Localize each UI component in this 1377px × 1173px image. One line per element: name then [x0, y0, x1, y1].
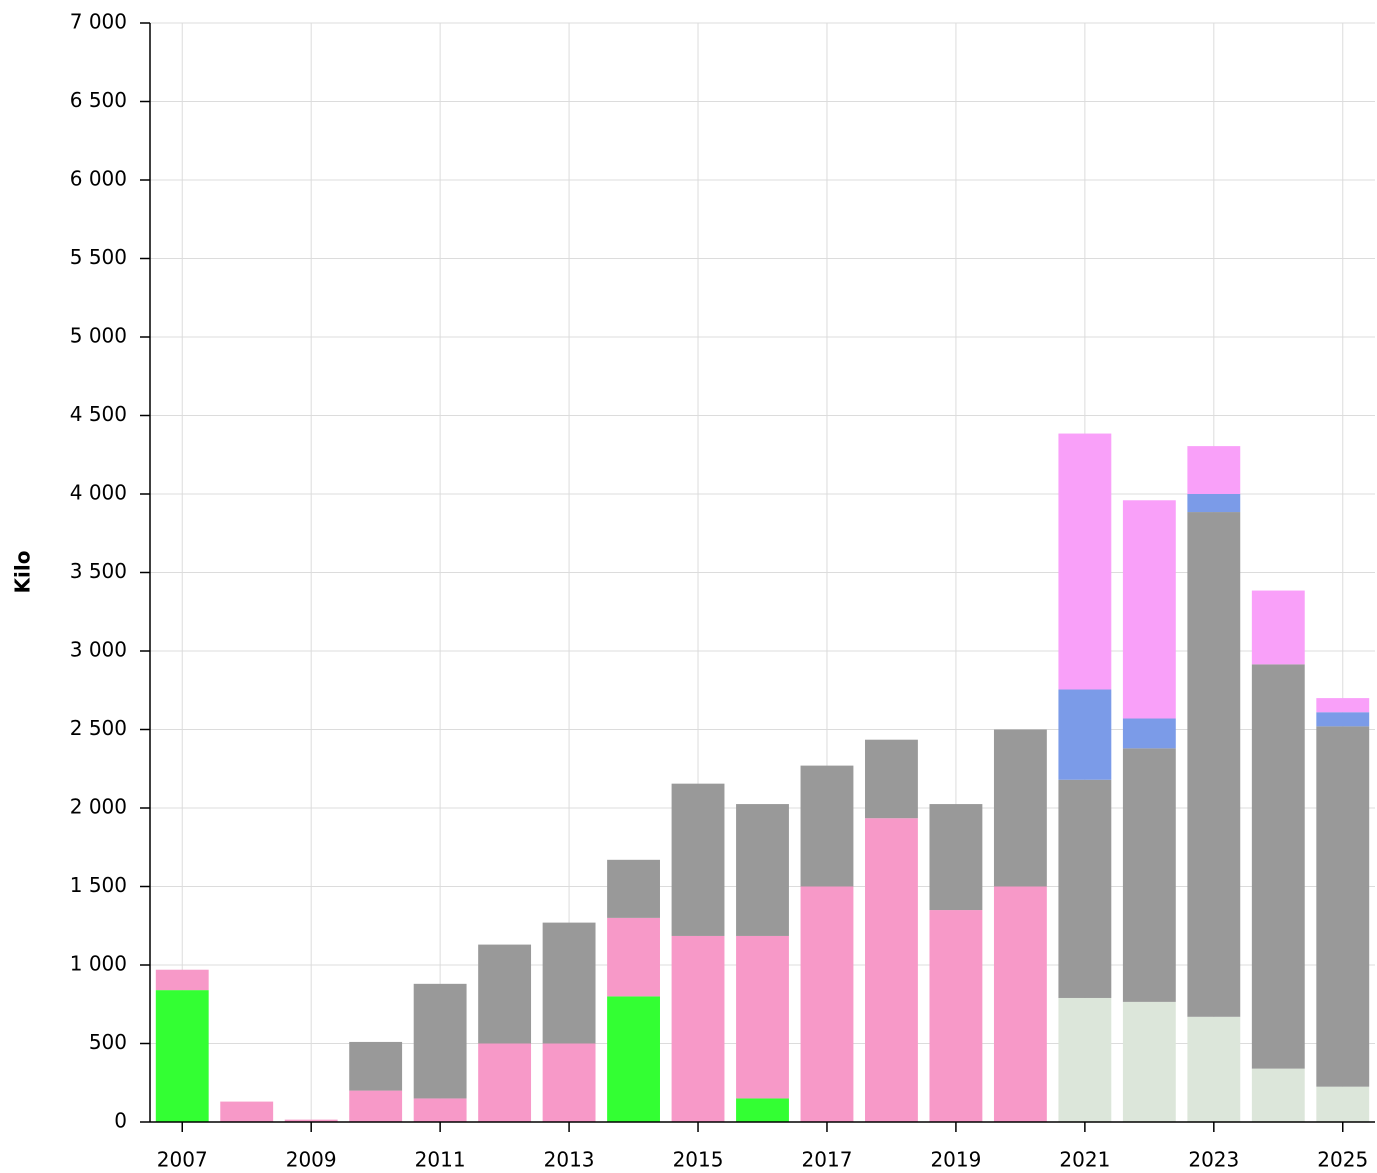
bar-segment — [349, 1090, 403, 1122]
bar-segment — [1122, 748, 1176, 1002]
bar-segment — [284, 1119, 338, 1122]
bar-segment — [1316, 698, 1370, 713]
bar-segment — [736, 804, 789, 936]
x-tick-label: 2021 — [1059, 1148, 1110, 1172]
bar-segment — [220, 1101, 274, 1122]
y-tick-label: 4 000 — [70, 481, 127, 505]
bar-segment — [993, 886, 1047, 1122]
bar-segment — [1251, 664, 1305, 1069]
y-axis-label: Kilo — [11, 551, 35, 594]
bar-segment — [478, 1043, 532, 1122]
y-tick-label: 6 000 — [70, 167, 127, 191]
bar-segment — [1187, 1016, 1241, 1122]
y-tick-label: 2 500 — [70, 716, 127, 740]
bar-segment — [865, 818, 918, 1122]
x-tick-label: 2009 — [286, 1148, 337, 1172]
bar-segment — [929, 910, 983, 1122]
bar-segment — [1251, 1068, 1305, 1122]
y-tick-label: 7 000 — [70, 10, 127, 34]
bar-segment — [1187, 512, 1241, 1017]
bar-segment — [413, 1098, 467, 1122]
y-tick-label: 0 — [114, 1109, 127, 1133]
bar-segment — [1251, 590, 1305, 665]
y-tick-label: 3 000 — [70, 638, 127, 662]
bar-segment — [155, 990, 209, 1122]
bar-segment — [1316, 726, 1370, 1087]
x-tick-label: 2025 — [1317, 1148, 1368, 1172]
bar-segment — [607, 917, 660, 997]
bar-segment — [607, 859, 660, 918]
bar-segment — [1058, 779, 1112, 998]
y-tick-label: 4 500 — [70, 402, 127, 426]
x-tick-label: 2007 — [157, 1148, 208, 1172]
bar-segment — [736, 1098, 789, 1122]
bar-segment — [413, 983, 467, 1099]
bar-segment — [1122, 1001, 1176, 1122]
y-tick-label: 500 — [89, 1030, 127, 1054]
x-tick-label: 2017 — [802, 1148, 853, 1172]
bar-segment — [800, 886, 854, 1122]
y-tick-label: 2 000 — [70, 795, 127, 819]
y-tick-label: 3 500 — [70, 559, 127, 583]
bar-segment — [736, 935, 789, 1099]
bar-segment — [929, 804, 983, 911]
bar-segment — [607, 996, 660, 1122]
bar-segment — [671, 935, 725, 1122]
x-tick-label: 2019 — [930, 1148, 981, 1172]
bar-segment — [1058, 997, 1112, 1122]
bar-segment — [542, 1043, 596, 1122]
bar-segment — [993, 729, 1047, 887]
bar-segment — [1058, 433, 1112, 690]
y-tick-label: 1 500 — [70, 873, 127, 897]
x-tick-label: 2015 — [673, 1148, 724, 1172]
y-tick-label: 1 000 — [70, 952, 127, 976]
bar-segment — [800, 765, 854, 887]
bar-segment — [1316, 1086, 1370, 1122]
y-tick-label: 5 000 — [70, 324, 127, 348]
y-tick-label: 6 500 — [70, 88, 127, 112]
bar-segment — [865, 739, 918, 819]
bar-segment — [349, 1041, 403, 1091]
bar-segment — [1187, 494, 1241, 513]
x-tick-label: 2023 — [1188, 1148, 1239, 1172]
bar-segment — [1122, 500, 1176, 719]
x-tick-label: 2013 — [544, 1148, 595, 1172]
bar-segment — [1058, 689, 1112, 780]
bar-segment — [1187, 446, 1241, 494]
bar-segment — [542, 922, 596, 1044]
bar-segment — [1316, 712, 1370, 727]
y-tick-label: 5 500 — [70, 245, 127, 269]
bar-segment — [478, 944, 532, 1044]
x-tick-label: 2011 — [415, 1148, 466, 1172]
bar-segment — [155, 969, 209, 991]
bar-segment — [1122, 718, 1176, 749]
bar-segment — [671, 783, 725, 936]
